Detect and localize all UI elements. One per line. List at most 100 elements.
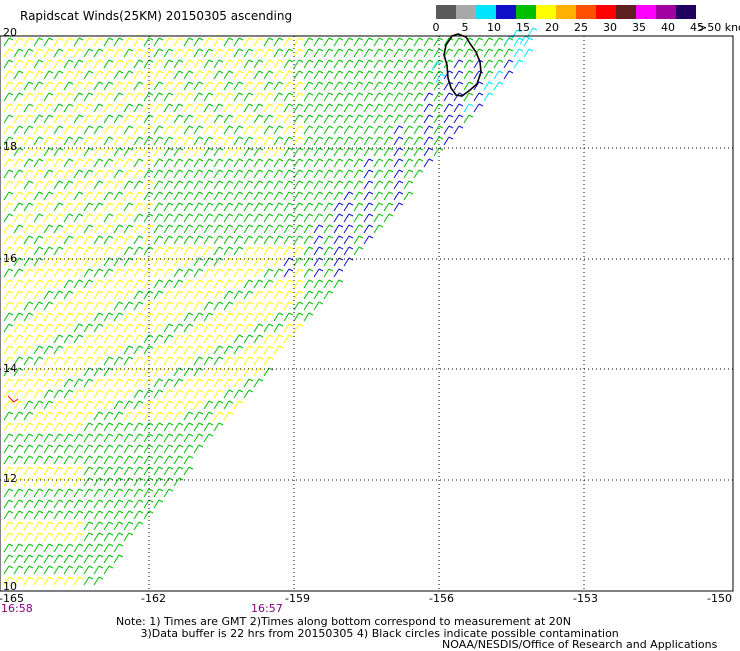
wind-barb xyxy=(333,235,344,245)
wind-barb xyxy=(163,312,174,322)
wind-barb xyxy=(373,147,384,157)
wind-barb xyxy=(143,499,154,509)
wind-barb xyxy=(143,59,154,69)
wind-barb xyxy=(73,37,84,47)
wind-barb xyxy=(183,70,194,80)
wind-barb xyxy=(163,422,174,432)
wind-barb xyxy=(123,125,134,135)
wind-barb xyxy=(293,147,304,157)
wind-barb xyxy=(53,103,64,113)
wind-barb xyxy=(393,169,404,179)
wind-barb xyxy=(303,158,314,168)
wind-barb xyxy=(223,389,234,399)
wind-barb xyxy=(173,422,184,432)
wind-barb xyxy=(173,356,184,366)
wind-barb xyxy=(353,70,364,80)
wind-barb xyxy=(243,202,254,212)
wind-barb xyxy=(283,213,294,223)
wind-barb xyxy=(223,279,234,289)
wind-barb xyxy=(233,103,244,113)
wind-barb xyxy=(283,235,294,245)
wind-barb xyxy=(493,37,504,47)
wind-barb xyxy=(63,37,74,47)
wind-barb xyxy=(113,345,124,355)
wind-barb xyxy=(333,202,344,212)
wind-barb xyxy=(33,92,44,102)
wind-barb xyxy=(473,92,484,102)
wind-barb xyxy=(103,224,114,234)
wind-barb xyxy=(133,246,144,256)
wind-barb xyxy=(373,92,384,102)
wind-barb xyxy=(123,444,134,454)
wind-barb xyxy=(93,521,104,531)
wind-barb xyxy=(263,125,274,135)
wind-barb xyxy=(143,400,154,410)
wind-barb xyxy=(163,246,174,256)
wind-barb xyxy=(363,169,374,179)
wind-barb xyxy=(253,125,264,135)
wind-barb xyxy=(33,356,44,366)
wind-barb xyxy=(3,543,14,553)
wind-barb xyxy=(363,147,374,157)
wind-barb xyxy=(73,444,84,454)
wind-barb xyxy=(511,29,522,39)
wind-barb xyxy=(33,334,44,344)
wind-barb xyxy=(283,279,294,289)
wind-barb xyxy=(363,70,374,80)
wind-barb xyxy=(243,48,254,58)
wind-barb xyxy=(3,246,14,256)
wind-barb xyxy=(133,510,144,520)
notes: Note: 1) Times are GMT 2)Times along bot… xyxy=(116,616,619,640)
wind-barb xyxy=(153,301,164,311)
wind-barb xyxy=(73,147,84,157)
wind-barb xyxy=(223,213,234,223)
wind-barb xyxy=(243,213,254,223)
wind-barb xyxy=(413,136,424,146)
wind-barb xyxy=(43,268,54,278)
wind-barb xyxy=(43,48,54,58)
wind-barb xyxy=(453,37,464,47)
wind-barb xyxy=(53,499,64,509)
wind-barb xyxy=(103,455,114,465)
wind-barb xyxy=(303,59,314,69)
wind-barb xyxy=(483,81,494,91)
wind-barb xyxy=(103,477,114,487)
wind-barb xyxy=(83,180,94,190)
wind-barb xyxy=(53,367,64,377)
wind-barb xyxy=(83,510,94,520)
wind-barb xyxy=(23,279,34,289)
wind-barb xyxy=(23,103,34,113)
wind-barb xyxy=(3,169,14,179)
wind-barb xyxy=(103,235,114,245)
wind-barb xyxy=(153,345,164,355)
wind-barb xyxy=(13,301,24,311)
wind-barb xyxy=(63,554,74,564)
wind-barb xyxy=(93,510,104,520)
wind-barb xyxy=(63,510,74,520)
wind-barb xyxy=(173,477,184,487)
wind-barb xyxy=(203,158,214,168)
wind-barb xyxy=(123,290,134,300)
wind-barb xyxy=(43,136,54,146)
wind-barb xyxy=(93,180,104,190)
wind-barb xyxy=(3,576,14,586)
scale-swatch-3 xyxy=(496,5,516,19)
wind-barb xyxy=(343,59,354,69)
wind-barb xyxy=(123,279,134,289)
wind-barb xyxy=(243,158,254,168)
wind-barb xyxy=(143,169,154,179)
wind-barb xyxy=(93,59,104,69)
wind-barb xyxy=(3,400,14,410)
scale-label-0: 0 xyxy=(432,21,440,34)
wind-barb xyxy=(233,345,244,355)
wind-barb xyxy=(93,169,104,179)
wind-barb xyxy=(63,169,74,179)
wind-barb xyxy=(113,411,124,421)
wind-barb xyxy=(23,488,34,498)
wind-barb xyxy=(173,191,184,201)
wind-barb xyxy=(73,356,84,366)
wind-barb xyxy=(3,268,14,278)
wind-barb xyxy=(3,532,14,542)
wind-barb xyxy=(213,323,224,333)
